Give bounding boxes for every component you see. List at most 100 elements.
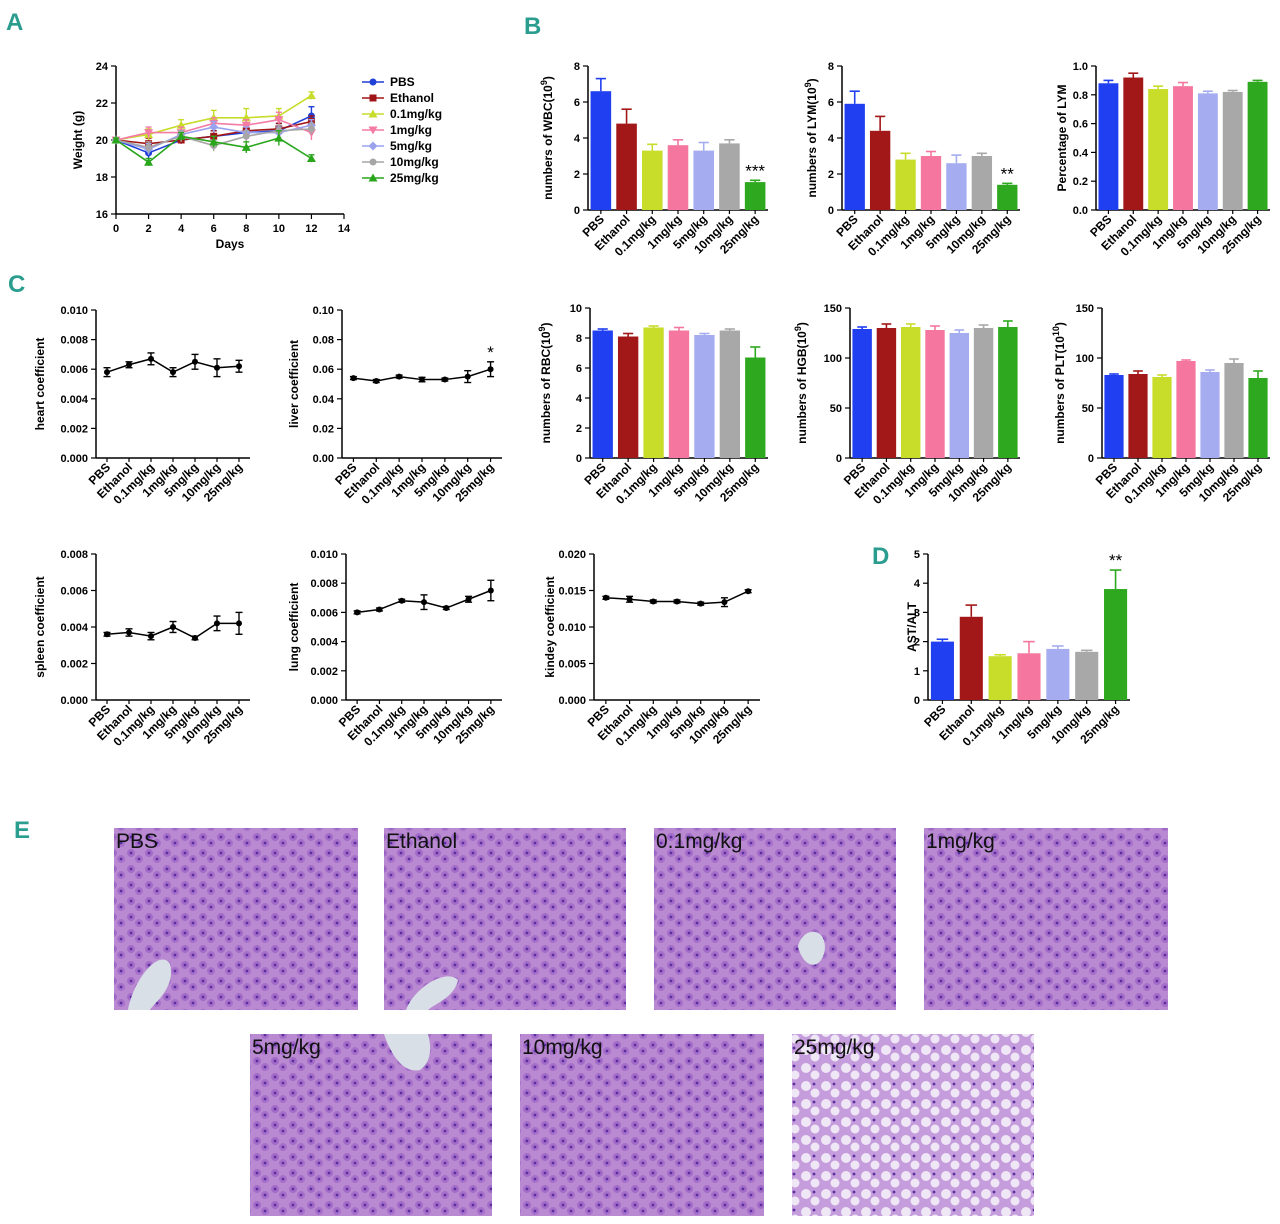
x-tick-label: 4 <box>178 223 185 235</box>
y-tick-label: 0.4 <box>1073 147 1089 159</box>
point-5mg/kg <box>443 605 450 612</box>
bar-10mg/kg <box>973 328 994 458</box>
y-tick-label: 8 <box>576 333 582 345</box>
heart-chart: 0.0000.0020.0040.0060.0080.010PBSEthanol… <box>33 305 250 507</box>
y-tick-label: 4 <box>914 578 921 590</box>
y-tick-label: 0.002 <box>310 666 338 678</box>
bar-Ethanol <box>959 616 983 700</box>
y-tick-label: 0.010 <box>558 622 586 634</box>
legend-label: Ethanol <box>390 91 434 105</box>
y-tick-label: 2 <box>828 169 834 181</box>
tissue-image <box>792 1034 1034 1216</box>
x-tick-label: 6 <box>211 223 217 235</box>
significance-mark: *** <box>745 161 765 180</box>
y-tick-label: 6 <box>828 97 834 109</box>
y-tick-label: 24 <box>96 61 109 73</box>
y-tick-label: 0.08 <box>313 335 334 347</box>
point-1mg/kg <box>421 599 427 606</box>
y-tick-label: 0 <box>1088 453 1094 465</box>
bar-0.1mg/kg <box>643 327 664 458</box>
bar-10mg/kg <box>1075 651 1099 700</box>
y-axis-label-exp: 9 <box>539 80 549 85</box>
y-tick-label: 0.10 <box>313 305 334 317</box>
bar-5mg/kg <box>694 335 715 458</box>
bar-10mg/kg <box>1224 363 1244 458</box>
vessel-lumen <box>406 976 458 1010</box>
y-tick-label: 0.006 <box>310 607 338 619</box>
y-axis-label-base: Percentage of LYM <box>1055 85 1069 192</box>
point-0.1mg/kg <box>148 633 154 640</box>
marker-triangle <box>306 91 316 100</box>
bar-1mg/kg <box>1173 86 1193 210</box>
bar-Ethanol <box>1123 77 1144 211</box>
bar-1mg/kg <box>668 330 690 458</box>
marker-circle <box>242 132 250 140</box>
y-tick-label: 0.006 <box>60 364 88 376</box>
y-tick-label: 0.005 <box>558 659 586 671</box>
point-Ethanol <box>376 606 383 613</box>
marker-triangle-down <box>274 116 284 125</box>
bar-25mg/kg <box>745 357 766 458</box>
point-1mg/kg <box>170 369 176 376</box>
histology-label: 10mg/kg <box>522 1036 603 1059</box>
bar-PBS <box>590 91 612 210</box>
y-tick-label: 1 <box>914 666 920 678</box>
y-axis-label: numbers of RBC(109) <box>537 322 553 443</box>
bar-5mg/kg <box>1200 372 1220 458</box>
y-tick-label: 20 <box>96 135 108 147</box>
bar-PBS <box>1098 83 1119 210</box>
bar-1mg/kg <box>1176 361 1196 458</box>
y-axis-label-end: ) <box>795 322 809 326</box>
y-tick-label: 18 <box>96 172 108 184</box>
y-tick-label: 2 <box>576 423 582 435</box>
y-tick-label: 0 <box>574 205 580 217</box>
y-tick-label: 0.8 <box>1073 90 1088 102</box>
bar-1mg/kg <box>925 330 945 458</box>
point-Ethanol <box>126 361 132 368</box>
y-tick-label: 0.020 <box>558 549 586 561</box>
point-0.1mg/kg <box>398 597 405 604</box>
y-axis-label: kindey coefficient <box>543 576 557 677</box>
y-axis-label-end: ) <box>805 78 819 82</box>
lym-chart: 02468**PBSEthanol0.1mg/kg1mg/kg5mg/kg10m… <box>803 61 1020 259</box>
histology-label: 25mg/kg <box>794 1036 875 1059</box>
y-axis-label: numbers of WBC(109) <box>539 76 555 200</box>
marker-triangle <box>368 109 378 118</box>
histology-image-5mg/kg: 5mg/kg <box>250 1034 492 1216</box>
x-tick-label: 0 <box>113 223 119 235</box>
y-axis-label: Weight (g) <box>71 111 85 169</box>
bar-10mg/kg <box>719 330 741 458</box>
x-axis-label: Days <box>216 237 245 251</box>
histology-image-1mg/kg: 1mg/kg <box>924 828 1168 1010</box>
y-tick-label: 0 <box>914 695 920 707</box>
wbc-chart: 02468***PBSEthanol0.1mg/kg1mg/kg5mg/kg10… <box>539 61 768 259</box>
point-25mg/kg <box>487 366 494 373</box>
marker-diamond <box>209 122 219 132</box>
point-0.1mg/kg <box>396 373 403 380</box>
panel-label-e: E <box>14 817 30 844</box>
marker-triangle <box>241 142 251 151</box>
y-tick-label: 0 <box>576 453 582 465</box>
marker-square <box>369 94 377 102</box>
tissue-image <box>250 1034 492 1216</box>
y-axis-label: Percentage of LYM <box>1055 85 1069 192</box>
point-Ethanol <box>626 596 633 603</box>
point-25mg/kg <box>487 587 494 594</box>
bar-0.1mg/kg <box>1148 89 1169 210</box>
vessel-lumen <box>128 959 172 1010</box>
bar-5mg/kg <box>1046 648 1070 700</box>
y-tick-label: 0.004 <box>310 637 338 649</box>
legend-label: 10mg/kg <box>390 155 439 169</box>
legend-label: PBS <box>390 75 415 89</box>
y-tick-label: 8 <box>828 61 834 73</box>
point-0.1mg/kg <box>650 598 657 605</box>
bar-5mg/kg <box>1197 93 1218 210</box>
y-tick-label: 4 <box>574 133 581 145</box>
marker-triangle-down <box>368 126 378 135</box>
bar-PBS <box>844 103 865 210</box>
legend-label: 0.1mg/kg <box>390 107 442 121</box>
point-Ethanol <box>126 629 132 636</box>
marker-circle <box>369 158 377 166</box>
